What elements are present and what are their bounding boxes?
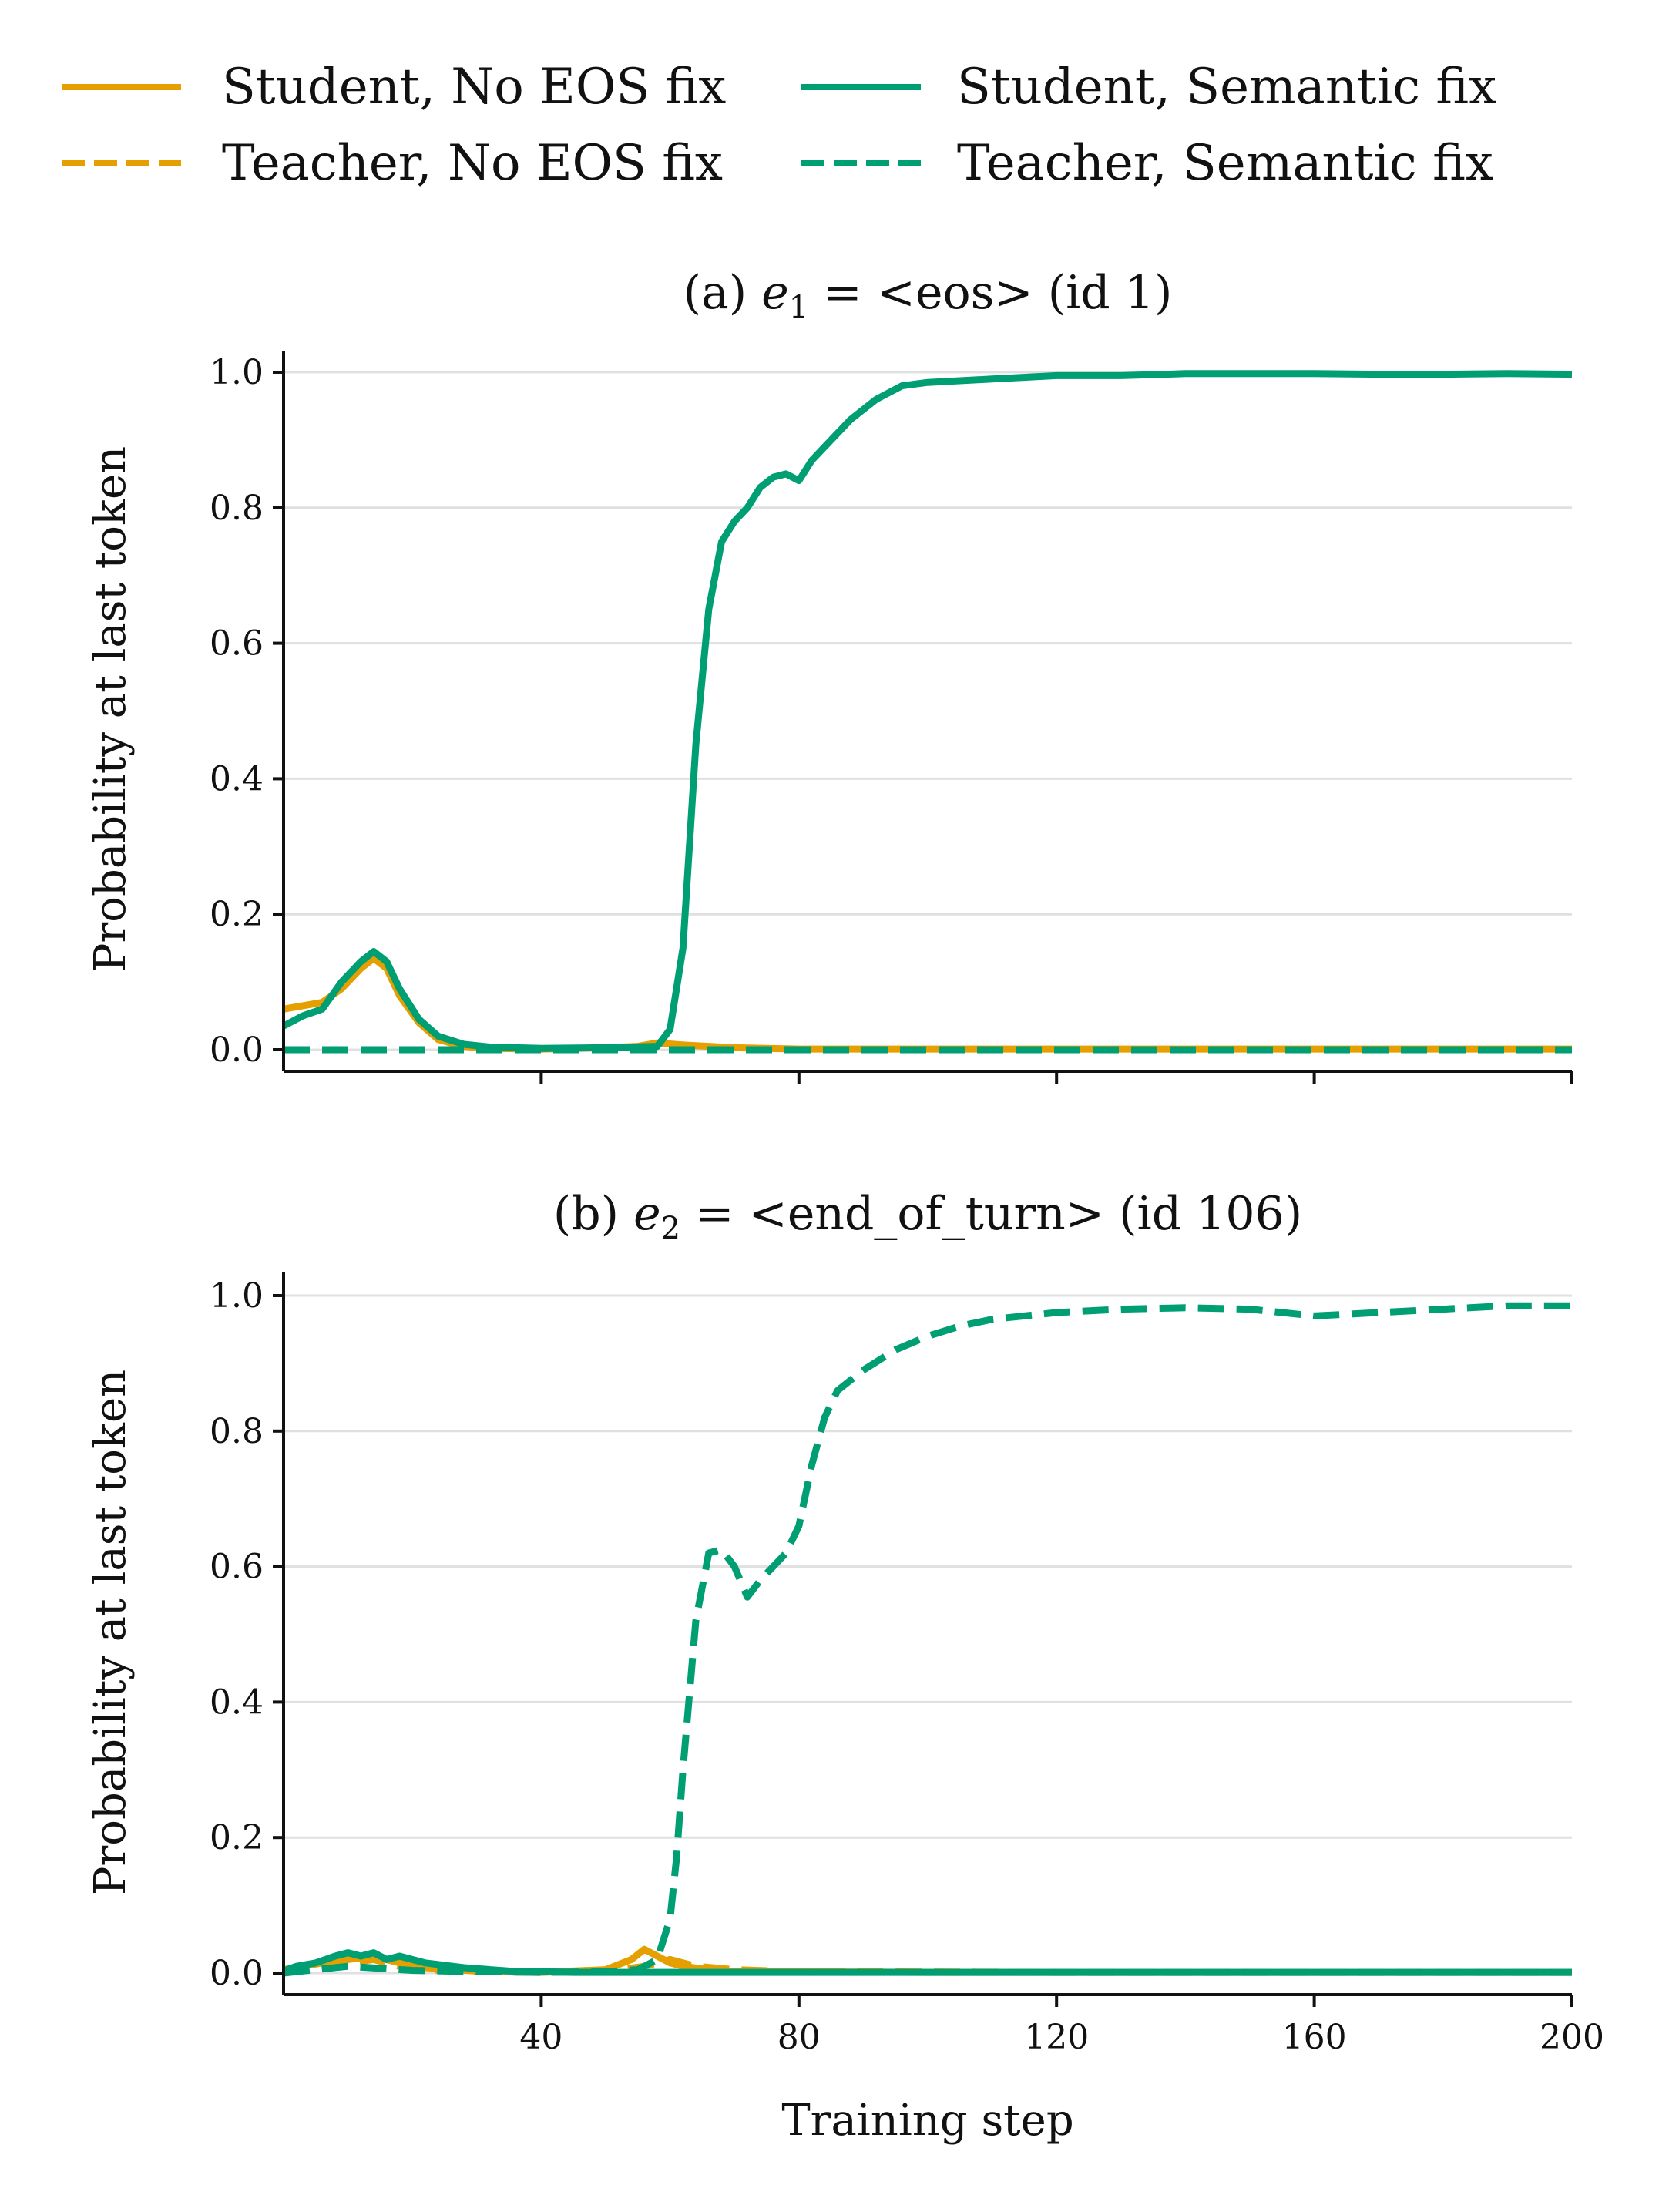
x-axis-label: Training step bbox=[781, 2096, 1073, 2146]
y-tick-label: 0.2 bbox=[210, 1818, 264, 1857]
y-tick-label: 0.0 bbox=[210, 1954, 264, 1993]
legend-item-teacher-semantic: Teacher, Semantic fix bbox=[801, 135, 1493, 192]
y-tick-label: 0.4 bbox=[210, 1683, 264, 1722]
series-line bbox=[283, 1302, 1572, 1977]
x-tick-label: 160 bbox=[1282, 2018, 1347, 2057]
y-tick-label: 0.4 bbox=[210, 759, 264, 798]
x-tick-label: 120 bbox=[1024, 2018, 1089, 2057]
y-tick-label: 0.0 bbox=[210, 1030, 264, 1070]
legend-item-teacher-no-eos: Teacher, No EOS fix bbox=[62, 135, 723, 192]
y-tick-label: 0.6 bbox=[210, 1548, 264, 1587]
y-tick-label: 1.0 bbox=[210, 1276, 264, 1316]
x-tick-label: 40 bbox=[519, 2018, 562, 2057]
panel-b-series bbox=[282, 1302, 1572, 1977]
panel-b: (b) e2 = <end_of_turn> (id 106) 0.00.20.… bbox=[86, 1187, 1604, 2057]
panel-a-series bbox=[281, 370, 1573, 1054]
y-tick-label: 0.2 bbox=[210, 895, 264, 934]
y-tick-label: 0.8 bbox=[210, 1412, 264, 1451]
legend: Student, No EOS fix Teacher, No EOS fix … bbox=[62, 59, 1496, 192]
panel-a-axes: 0.0 0.2 0.4 0.6 0.8 1.0 bbox=[210, 351, 1573, 1084]
y-tick-label: 0.6 bbox=[210, 624, 264, 664]
legend-label: Teacher, No EOS fix bbox=[222, 135, 723, 192]
legend-label: Teacher, Semantic fix bbox=[957, 135, 1493, 192]
legend-label: Student, Semantic fix bbox=[957, 59, 1496, 116]
panel-a: (a) e1 = <eos> (id 1) 0.0 0.2 0.4 0.6 0.8 1.0… bbox=[86, 266, 1573, 1084]
panel-b-title: (b) e2 = <end_of_turn> (id 106) bbox=[553, 1187, 1302, 1246]
x-tick-label: 80 bbox=[777, 2018, 821, 2057]
series-line bbox=[281, 370, 1573, 1052]
panel-a-y-axis-label: Probability at last token bbox=[86, 446, 136, 972]
panel-a-grid bbox=[284, 371, 1572, 1051]
legend-item-student-no-eos: Student, No EOS fix bbox=[62, 59, 726, 116]
legend-label: Student, No EOS fix bbox=[222, 59, 726, 116]
panel-a-title: (a) e1 = <eos> (id 1) bbox=[683, 266, 1173, 325]
y-tick-label: 0.8 bbox=[210, 489, 264, 528]
panel-b-y-axis-label: Probability at last token bbox=[86, 1370, 136, 1895]
x-tick-label: 200 bbox=[1540, 2018, 1604, 2057]
panel-b-grid bbox=[284, 1294, 1572, 1975]
y-tick-label: 1.0 bbox=[210, 353, 264, 392]
series-line bbox=[283, 954, 1572, 1053]
series-line bbox=[282, 1949, 1572, 1976]
panel-b-axes: 0.0 0.2 0.4 0.6 0.8 1.0 40 80 120 160 200 bbox=[210, 1272, 1604, 2057]
legend-item-student-semantic: Student, Semantic fix bbox=[801, 59, 1496, 116]
